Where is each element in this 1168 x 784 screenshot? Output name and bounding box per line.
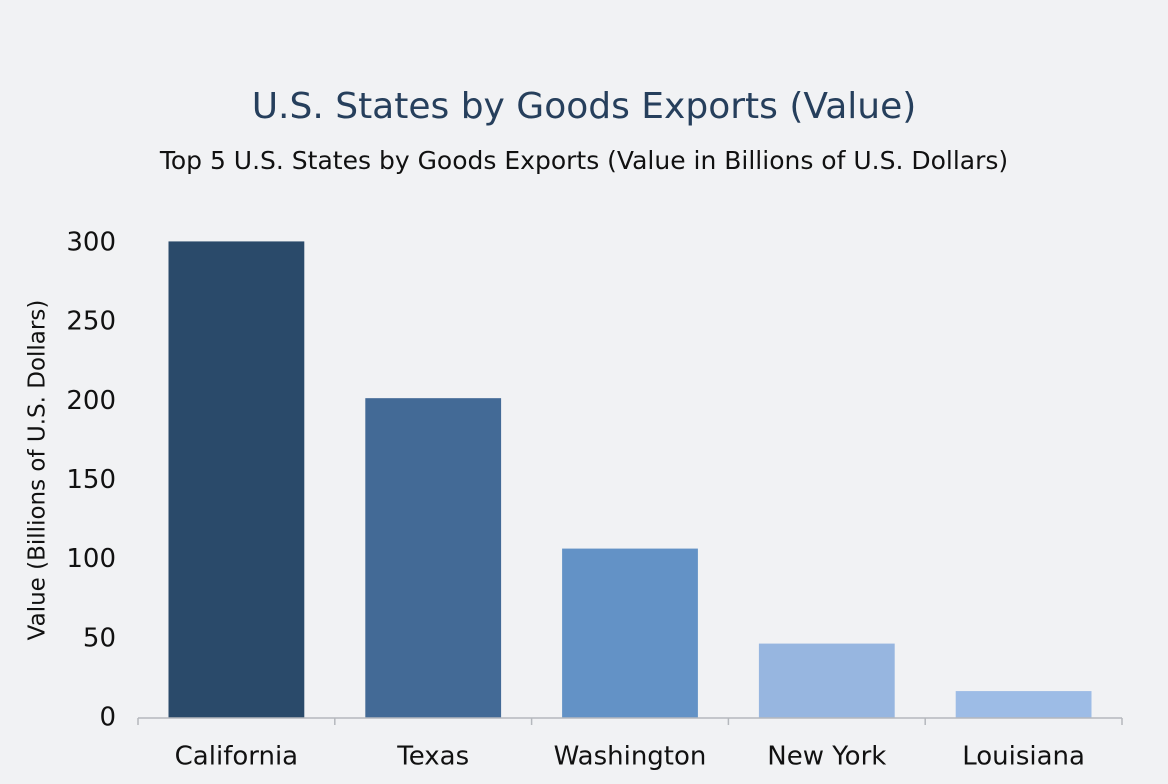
bar — [365, 398, 502, 718]
bar — [562, 548, 698, 718]
y-tick-label: 0 — [99, 703, 116, 733]
y-tick-label: 250 — [66, 307, 116, 337]
y-tick-label: 50 — [83, 623, 116, 653]
y-tick-label: 300 — [66, 228, 116, 258]
y-tick-label: 100 — [66, 544, 116, 574]
bar — [168, 241, 305, 718]
bar — [758, 643, 895, 718]
chart-subtitle: Top 5 U.S. States by Goods Exports (Valu… — [159, 146, 1008, 175]
chart-title: U.S. States by Goods Exports (Value) — [252, 86, 917, 127]
y-tick-label: 200 — [66, 386, 116, 416]
bar — [955, 691, 1092, 718]
x-tick-label: Washington — [554, 742, 707, 772]
x-tick-label: Texas — [396, 742, 469, 772]
x-tick-label: California — [175, 742, 298, 772]
y-tick-label: 150 — [66, 465, 116, 495]
x-tick-label: New York — [767, 742, 886, 772]
y-axis-label: Value (Billions of U.S. Dollars) — [25, 300, 51, 641]
x-tick-label: Louisiana — [962, 742, 1085, 772]
